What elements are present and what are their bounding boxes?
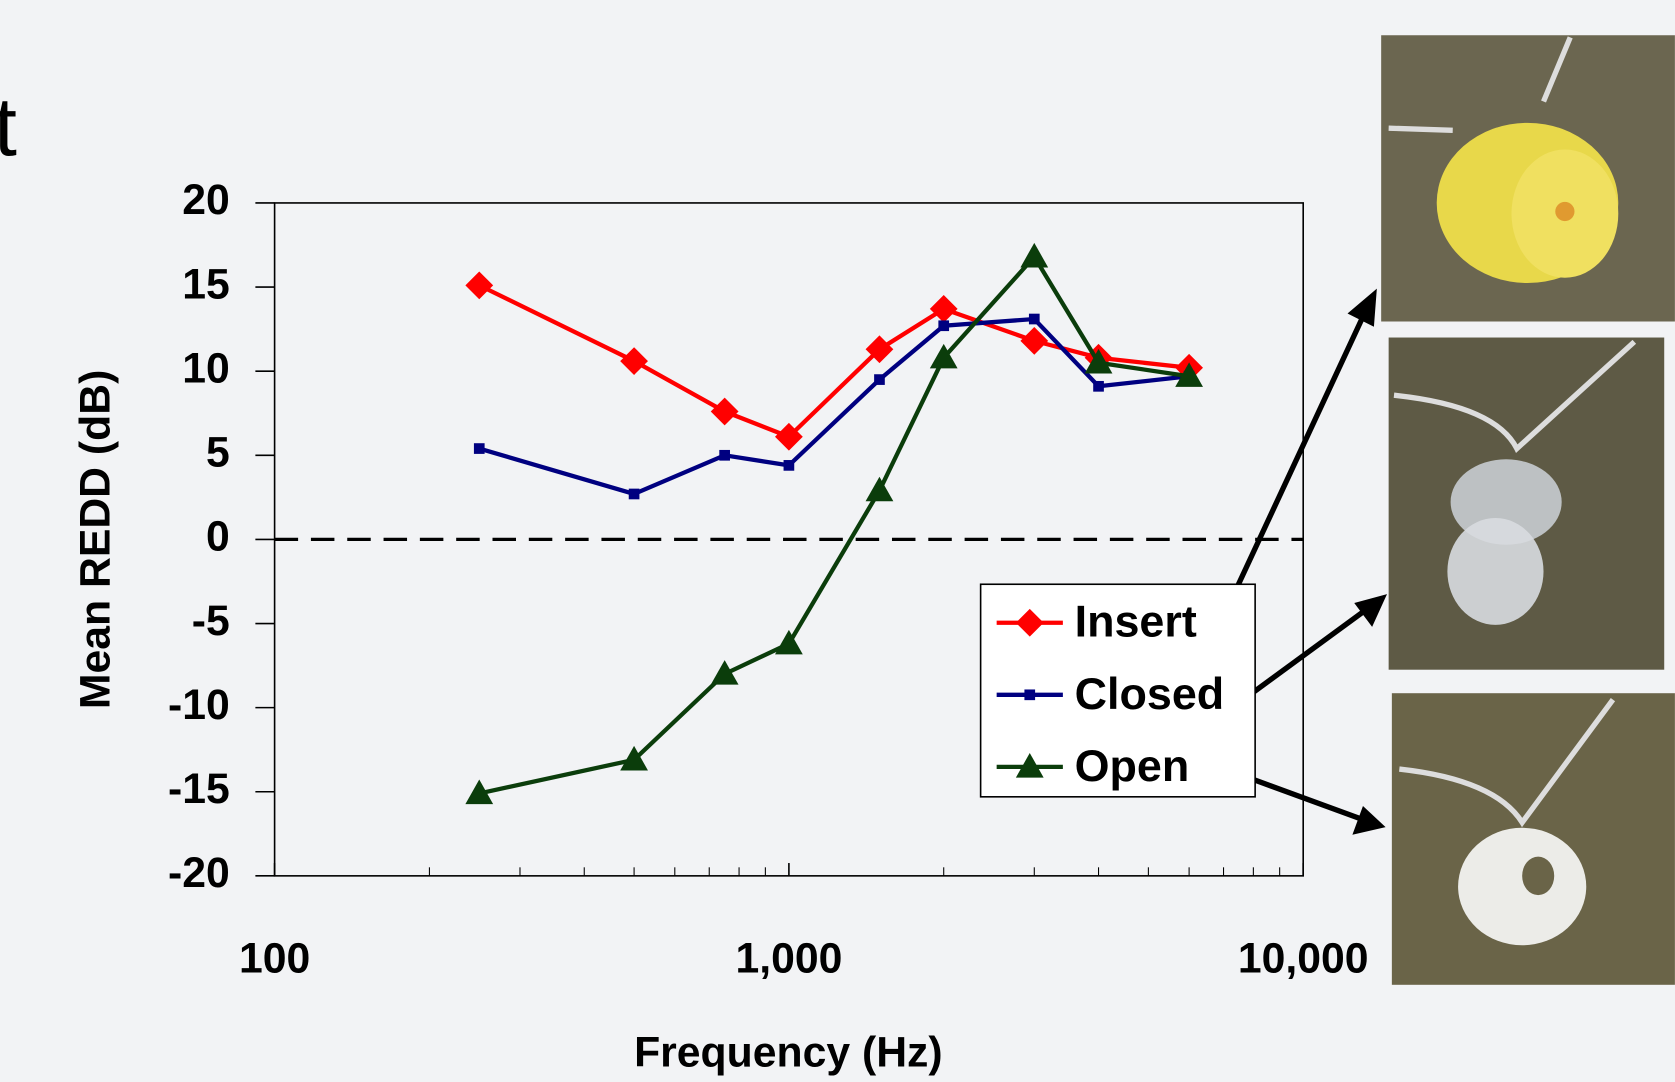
x-tick-label: 1,000 (735, 935, 842, 983)
slide-title-fragment: t (0, 81, 17, 174)
marker-diamond (711, 398, 739, 426)
marker-triangle (866, 477, 894, 502)
marker-square (1029, 314, 1040, 325)
marker-triangle (1020, 243, 1048, 268)
series-line (479, 285, 1189, 436)
marker-diamond (620, 347, 648, 375)
marker-square (474, 443, 485, 454)
legend: Insert Closed Open (981, 584, 1256, 797)
x-tick-label: 10,000 (1238, 935, 1369, 983)
photo-foam-insert (1381, 35, 1675, 321)
marker-square (874, 374, 885, 385)
photo-closed-dome (1389, 338, 1665, 670)
photo-open-dome (1392, 693, 1675, 985)
y-tick-label: 15 (182, 260, 230, 308)
marker-square (719, 450, 730, 461)
y-tick-label: 0 (206, 513, 230, 561)
y-tick-label: 10 (182, 344, 230, 392)
series-line (479, 319, 1189, 494)
x-tick-label: 100 (239, 935, 310, 983)
y-tick-label: -20 (168, 849, 230, 897)
legend-label: Insert (1075, 596, 1197, 647)
marker-diamond (930, 295, 958, 323)
y-tick-label: -5 (192, 597, 230, 645)
marker-square (1093, 381, 1104, 392)
y-axis-label: Mean REDD (dB) (72, 370, 120, 709)
legend-label: Open (1075, 740, 1190, 791)
y-tick-label: 20 (182, 176, 230, 224)
legend-label: Closed (1075, 668, 1225, 719)
marker-triangle (775, 630, 803, 655)
marker-square (629, 489, 640, 500)
x-axis-label: Frequency (Hz) (634, 1029, 943, 1077)
y-tick-label: 5 (206, 429, 230, 477)
marker-square (938, 320, 949, 331)
y-tick-label: -10 (168, 681, 230, 729)
marker-triangle (711, 660, 739, 685)
marker-diamond (465, 271, 493, 299)
y-tick-label: -15 (168, 765, 230, 813)
marker-square (784, 460, 795, 471)
marker-square (1024, 689, 1035, 700)
slide: t Frequency (Hz) Mean REDD (dB) -20 -15 -1… (0, 0, 1675, 1082)
